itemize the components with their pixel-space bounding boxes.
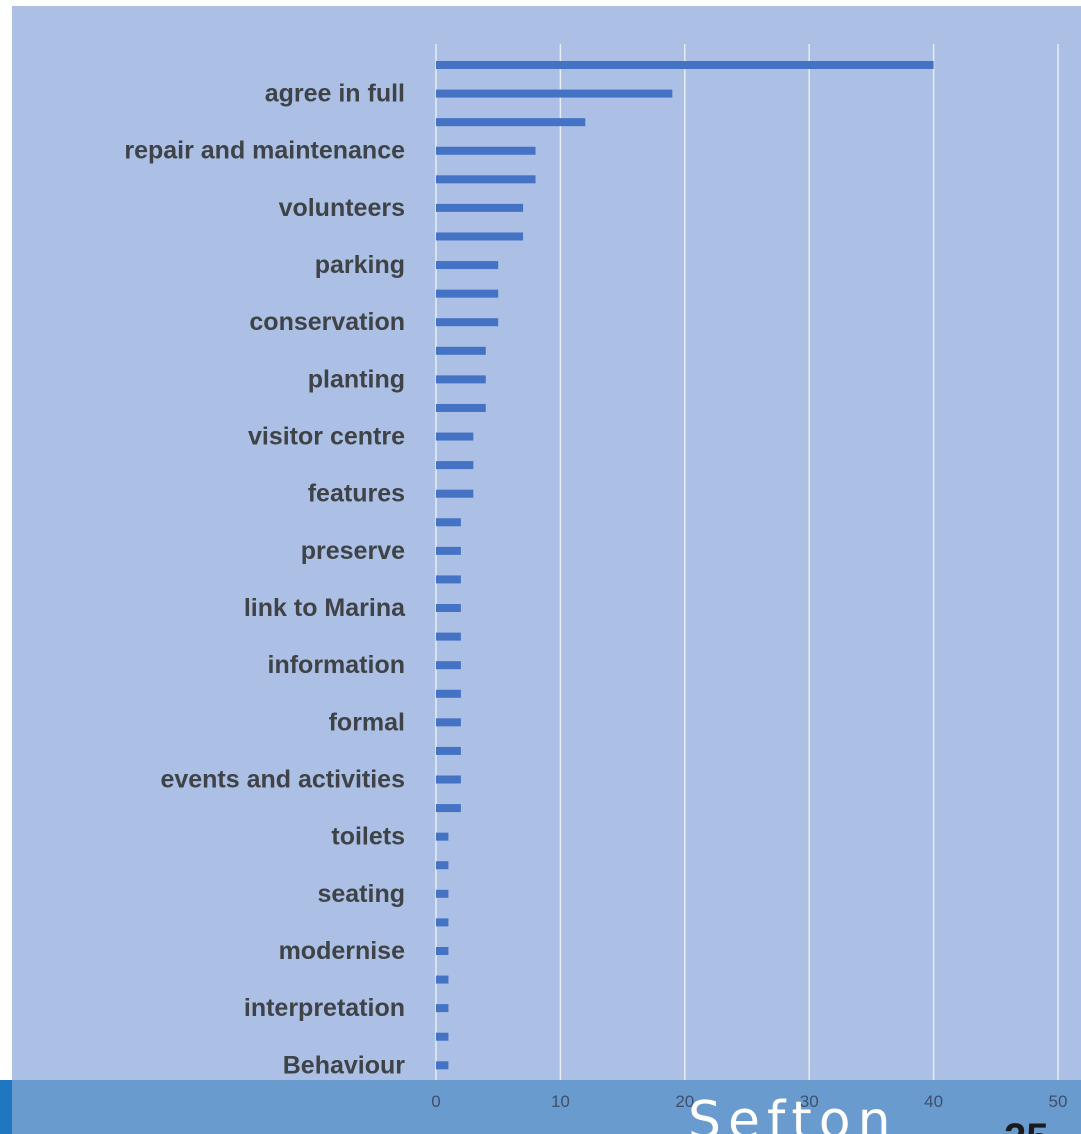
- bar-3: [436, 146, 536, 155]
- chart-category-labels: agree in full repair and maintenance volun…: [124, 80, 406, 1080]
- chart-gridlines: [435, 44, 1059, 1080]
- bar-27: [436, 832, 449, 841]
- bar-24: [436, 746, 461, 755]
- category-label: events and activities: [160, 766, 405, 794]
- bar-32: [436, 975, 449, 984]
- bar-5: [436, 203, 524, 212]
- bar-25: [436, 775, 461, 784]
- bar-16: [436, 518, 461, 527]
- x-tick-label: 10: [551, 1092, 570, 1111]
- bar-9: [436, 318, 499, 327]
- footer-band: [0, 1080, 1081, 1134]
- x-tick-label: 30: [800, 1092, 819, 1111]
- bar-35: [436, 1061, 449, 1070]
- x-tick-label: 40: [924, 1092, 943, 1111]
- bar-28: [436, 861, 449, 870]
- bar-0: [436, 61, 934, 69]
- category-label: information: [268, 651, 406, 679]
- category-label: interpretation: [244, 994, 405, 1022]
- bar-21: [436, 661, 461, 670]
- bar-30: [436, 918, 449, 927]
- category-label: toilets: [331, 823, 405, 851]
- bar-34: [436, 1032, 449, 1041]
- bar-10: [436, 346, 486, 355]
- footer-accent-bar: [0, 1080, 12, 1134]
- bar-31: [436, 946, 449, 955]
- category-label: repair and maintenance: [124, 137, 405, 165]
- bar-6: [436, 232, 524, 241]
- bar-22: [436, 689, 461, 698]
- category-label: agree in full: [265, 80, 405, 108]
- bar-18: [436, 575, 461, 584]
- bar-4: [436, 175, 536, 184]
- x-tick-label: 20: [675, 1092, 694, 1111]
- category-label: link to Marina: [244, 594, 406, 622]
- bar-2: [436, 118, 586, 127]
- category-label: planting: [308, 365, 405, 393]
- category-label: parking: [315, 251, 405, 279]
- bar-20: [436, 632, 461, 641]
- bar-1: [436, 89, 673, 98]
- bar-33: [436, 1004, 449, 1013]
- bar-13: [436, 432, 474, 441]
- bar-19: [436, 604, 461, 613]
- bar-23: [436, 718, 461, 727]
- bar-7: [436, 261, 499, 270]
- bar-8: [436, 289, 499, 298]
- category-label: features: [308, 480, 405, 508]
- chart-bars: [436, 61, 934, 1070]
- category-label: seating: [317, 880, 405, 908]
- x-tick-label: 0: [431, 1092, 440, 1111]
- bar-14: [436, 461, 474, 470]
- bar-29: [436, 889, 449, 898]
- category-label: volunteers: [279, 194, 405, 222]
- brand-wordmark: Sefton: [688, 1091, 898, 1134]
- bar-11: [436, 375, 486, 384]
- category-label: preserve: [301, 537, 405, 565]
- page-number: 25: [1004, 1108, 1074, 1134]
- bar-17: [436, 546, 461, 555]
- category-label: Behaviour: [283, 1051, 406, 1079]
- x-tick-label: 50: [1049, 1092, 1068, 1111]
- category-label: formal: [329, 708, 405, 736]
- chart-x-tick-labels: 0 10 20 30 40 50: [431, 1092, 1067, 1111]
- bar-26: [436, 804, 461, 813]
- bar-12: [436, 403, 486, 412]
- category-label: visitor centre: [248, 423, 405, 451]
- chart-panel: [12, 6, 1081, 1134]
- bar-15: [436, 489, 474, 498]
- category-label: modernise: [279, 937, 406, 965]
- category-label: conservation: [249, 308, 405, 336]
